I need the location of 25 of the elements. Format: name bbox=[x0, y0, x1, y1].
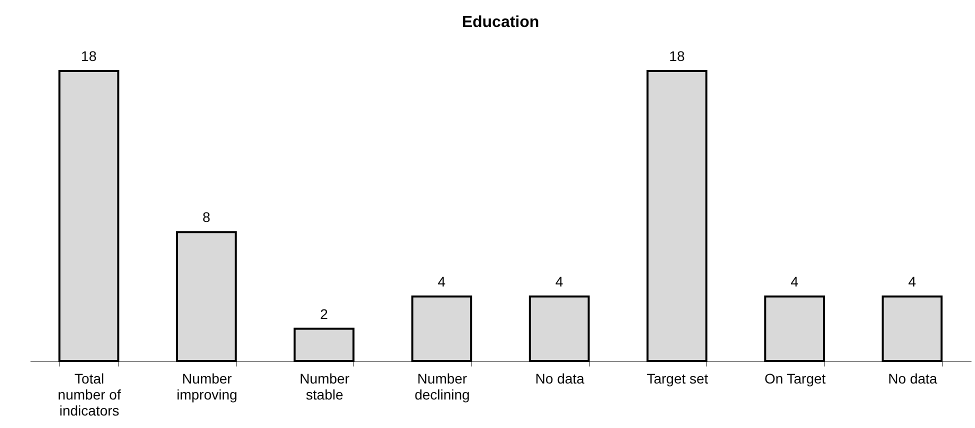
x-tick-label: Number improving bbox=[176, 370, 238, 402]
bar bbox=[176, 231, 237, 362]
x-tick-label: No data bbox=[888, 370, 938, 386]
data-label: 4 bbox=[790, 274, 799, 290]
bar bbox=[411, 296, 472, 362]
x-tick-label: No data bbox=[535, 370, 585, 386]
data-label: 4 bbox=[555, 274, 564, 290]
x-tick-label: Total number of indicators bbox=[58, 370, 121, 418]
x-tick-label: Number declining bbox=[414, 370, 470, 402]
data-label: 2 bbox=[320, 306, 328, 322]
data-label: 8 bbox=[202, 209, 211, 226]
bar bbox=[646, 70, 708, 362]
x-tick-label: Number stable bbox=[300, 370, 350, 402]
data-label: 18 bbox=[669, 48, 685, 64]
bar bbox=[764, 296, 825, 362]
data-label: 4 bbox=[438, 274, 446, 290]
bar bbox=[294, 328, 354, 362]
x-tick-label: Target set bbox=[646, 370, 708, 386]
bar bbox=[882, 296, 943, 362]
data-label: 18 bbox=[81, 48, 97, 64]
bar bbox=[528, 296, 590, 362]
x-tick-label: On Target bbox=[764, 370, 826, 386]
bar bbox=[58, 70, 120, 362]
chart-title: Education bbox=[462, 14, 540, 31]
data-label: 4 bbox=[908, 274, 916, 290]
